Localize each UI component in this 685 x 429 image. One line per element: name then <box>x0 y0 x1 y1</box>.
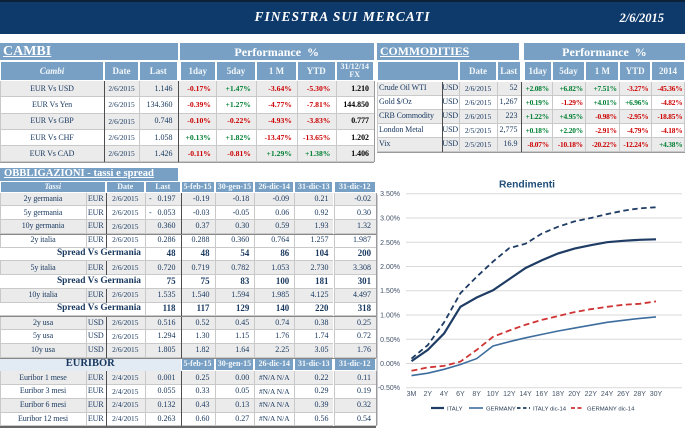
svg-text:2.00%: 2.00% <box>380 264 400 271</box>
svg-text:8Y: 8Y <box>472 391 481 398</box>
svg-text:4Y: 4Y <box>440 391 449 398</box>
svg-text:10Y: 10Y <box>487 391 500 398</box>
svg-text:26Y: 26Y <box>617 391 630 398</box>
svg-text:18Y: 18Y <box>552 391 565 398</box>
svg-text:0.50%: 0.50% <box>380 337 400 344</box>
svg-text:ITALY dic-14: ITALY dic-14 <box>533 407 567 413</box>
svg-text:ITALY: ITALY <box>447 407 463 413</box>
svg-text:1.50%: 1.50% <box>380 288 400 295</box>
svg-text:2.50%: 2.50% <box>380 240 400 247</box>
svg-text:16Y: 16Y <box>536 391 549 398</box>
svg-text:GERMANY: GERMANY <box>486 407 516 413</box>
svg-text:20Y: 20Y <box>568 391 581 398</box>
svg-text:GERMANY dic-14: GERMANY dic-14 <box>587 407 635 413</box>
svg-text:12Y: 12Y <box>503 391 516 398</box>
svg-text:-0.50%: -0.50% <box>378 385 400 392</box>
svg-text:1.00%: 1.00% <box>380 313 400 320</box>
svg-text:3M: 3M <box>407 391 417 398</box>
svg-text:22Y: 22Y <box>585 391 598 398</box>
svg-text:14Y: 14Y <box>519 391 532 398</box>
svg-text:3.50%: 3.50% <box>380 191 400 198</box>
svg-text:3.00%: 3.00% <box>380 216 400 223</box>
svg-text:6Y: 6Y <box>456 391 465 398</box>
svg-text:2Y: 2Y <box>424 391 433 398</box>
svg-text:30Y: 30Y <box>650 391 663 398</box>
svg-text:0.00%: 0.00% <box>380 361 400 368</box>
svg-text:24Y: 24Y <box>601 391 614 398</box>
svg-text:Rendimenti: Rendimenti <box>499 180 555 191</box>
svg-text:28Y: 28Y <box>633 391 646 398</box>
